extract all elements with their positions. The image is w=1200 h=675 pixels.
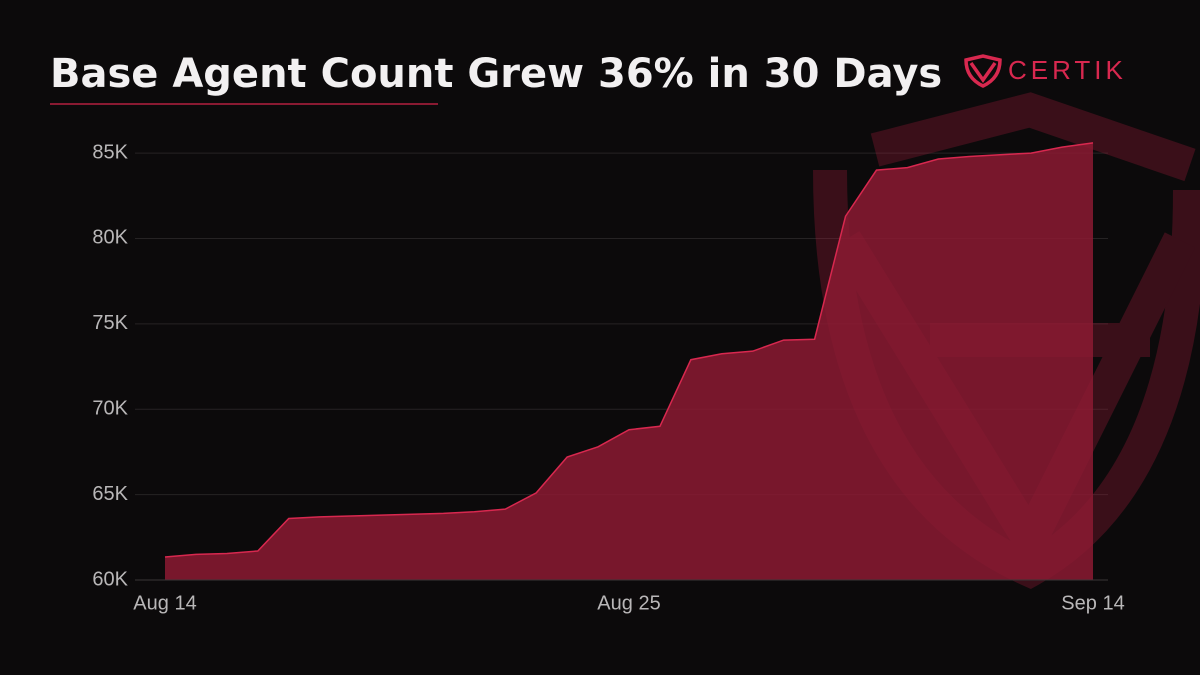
logo: CERTIK — [964, 54, 1127, 88]
y-tick-label: 75K — [92, 312, 128, 334]
area — [165, 142, 1093, 581]
y-tick-label: 65K — [92, 483, 128, 505]
x-tick-label: Sep 14 — [1061, 592, 1124, 614]
logo-icon — [964, 54, 1002, 88]
chart-title: Base Agent Count Grew 36% in 30 Days — [50, 51, 942, 97]
y-tick-label: 70K — [92, 398, 128, 420]
y-tick-label: 85K — [92, 141, 128, 163]
line — [164, 142, 1094, 558]
x-tick-label: Aug 25 — [597, 592, 660, 614]
y-tick-label: 80K — [92, 227, 128, 249]
brand-name: CERTIK — [1008, 55, 1127, 85]
x-tick-label: Aug 14 — [133, 592, 196, 614]
y-tick-label: 60K — [92, 568, 128, 590]
